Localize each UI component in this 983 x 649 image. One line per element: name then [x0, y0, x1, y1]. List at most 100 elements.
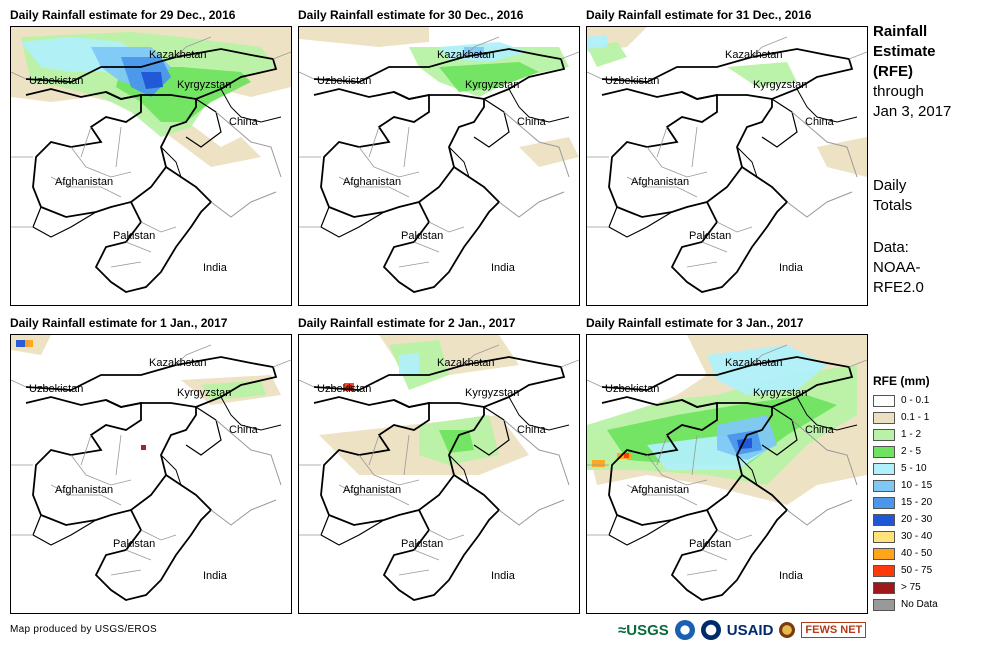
legend-label: 0 - 0.1 [901, 395, 930, 406]
panel-title: Daily Rainfall estimate for 29 Dec., 201… [10, 8, 236, 22]
legend-item: 15 - 20 [873, 494, 979, 511]
label-kyrgyzstan: Kyrgyzstan [465, 387, 519, 399]
label-india: India [203, 570, 228, 582]
label-afghanistan: Afghanistan [631, 484, 689, 496]
legend-item: 5 - 10 [873, 460, 979, 477]
rainfall-area [727, 62, 797, 87]
rainfall-area [624, 453, 629, 458]
legend-swatch [873, 564, 895, 577]
panel-title: Daily Rainfall estimate for 1 Jan., 2017 [10, 316, 228, 330]
label-india: India [779, 570, 804, 582]
label-kyrgyzstan: Kyrgyzstan [753, 387, 807, 399]
label-china: China [805, 424, 835, 436]
label-china: China [517, 424, 547, 436]
label-china: China [805, 116, 835, 128]
label-india: India [203, 262, 228, 274]
legend-item: 40 - 50 [873, 545, 979, 562]
rainfall-map: Kazakhstan Uzbekistan Kyrgyzstan China Afgha… [298, 26, 580, 306]
panel-title: Daily Rainfall estimate for 3 Jan., 2017 [586, 316, 804, 330]
map-panel-dec31: Daily Rainfall estimate for 31 Dec., 201… [586, 8, 868, 308]
legend-item: No Data [873, 596, 979, 613]
legend-label: 2 - 5 [901, 446, 922, 457]
label-china: China [517, 116, 547, 128]
legend-label: 5 - 10 [901, 463, 927, 474]
label-afghanistan: Afghanistan [343, 176, 401, 188]
label-pakistan: Pakistan [689, 538, 731, 550]
side-data: Data: [873, 239, 909, 256]
label-pakistan: Pakistan [401, 538, 443, 550]
side-title-line1: Rainfall [873, 23, 928, 40]
legend-item: > 75 [873, 579, 979, 596]
rainfall-map-svg: Kazakhstan Uzbekistan Kyrgyzstan China Afgha… [587, 335, 867, 601]
panel-title: Daily Rainfall estimate for 30 Dec., 201… [298, 8, 524, 22]
legend-item: 1 - 2 [873, 426, 979, 443]
map-panel-dec29: Daily Rainfall estimate for 29 Dec., 201… [10, 8, 292, 308]
legend-item: 0 - 0.1 [873, 392, 979, 409]
legend-label: 40 - 50 [901, 548, 933, 559]
legend-swatch [873, 513, 895, 526]
label-kyrgyzstan: Kyrgyzstan [177, 387, 231, 399]
legend-item: 2 - 5 [873, 443, 979, 460]
usaid-seal-icon [700, 620, 721, 640]
rainfall-area [592, 460, 605, 467]
label-india: India [491, 570, 516, 582]
map-panel-jan2: Daily Rainfall estimate for 2 Jan., 2017… [298, 316, 580, 616]
label-kazakhstan: Kazakhstan [149, 357, 206, 369]
label-india: India [779, 262, 804, 274]
legend-swatch [873, 496, 895, 509]
label-kazakhstan: Kazakhstan [149, 49, 206, 61]
label-kazakhstan: Kazakhstan [725, 49, 782, 61]
legend-item: 10 - 15 [873, 477, 979, 494]
label-uzbekistan: Uzbekistan [605, 383, 659, 395]
legend-label: > 75 [901, 582, 921, 593]
label-uzbekistan: Uzbekistan [29, 75, 83, 87]
rainfall-map-svg: Kazakhstan Uzbekistan Kyrgyzstan China Afgha… [299, 335, 579, 601]
legend-item: 30 - 40 [873, 528, 979, 545]
panel-title: Daily Rainfall estimate for 31 Dec., 201… [586, 8, 812, 22]
legend-label: 50 - 75 [901, 565, 933, 576]
legend-label: 30 - 40 [901, 531, 933, 542]
label-pakistan: Pakistan [113, 538, 155, 550]
legend-label: 1 - 2 [901, 429, 922, 440]
fews-globe-icon [779, 622, 796, 638]
label-afghanistan: Afghanistan [55, 484, 113, 496]
rainfall-area [141, 445, 146, 450]
legend-swatch [873, 581, 895, 594]
rainfall-map-svg: Kazakhstan Uzbekistan Kyrgyzstan China Afgha… [299, 27, 579, 293]
legend-label: 0.1 - 1 [901, 412, 930, 423]
legend-label: 10 - 15 [901, 480, 933, 491]
usaid-logo: USAID [726, 621, 774, 639]
legend-swatch [873, 411, 895, 424]
rainfall-area [439, 62, 539, 92]
map-panel-jan3: Daily Rainfall estimate for 3 Jan., 2017… [586, 316, 868, 616]
map-credit: Map produced by USGS/EROS [10, 624, 158, 635]
rainfall-map: Kazakhstan Uzbekistan Kyrgyzstan China Afgha… [586, 334, 868, 614]
side-totals: Totals [873, 197, 913, 214]
rainfall-map: Kazakhstan Uzbekistan Kyrgyzstan China Afgha… [10, 26, 292, 306]
map-panel-dec30: Daily Rainfall estimate for 30 Dec., 201… [298, 8, 580, 308]
label-china: China [229, 116, 259, 128]
legend-title: RFE (mm) [873, 374, 930, 388]
legend-label: 20 - 30 [901, 514, 933, 525]
rainfall-map: Kazakhstan Uzbekistan Kyrgyzstan China Afgha… [586, 26, 868, 306]
rainfall-map: Kazakhstan Uzbekistan Kyrgyzstan China Afgha… [10, 334, 292, 614]
label-uzbekistan: Uzbekistan [29, 383, 83, 395]
legend-label: No Data [901, 599, 938, 610]
rainfall-map-svg: Kazakhstan Uzbekistan Kyrgyzstan China Afgha… [11, 335, 291, 601]
rainfall-map-svg: Kazakhstan Uzbekistan Kyrgyzstan China Afgha… [587, 27, 867, 293]
legend-swatch [873, 462, 895, 475]
rainfall-area [817, 137, 867, 177]
side-title-line2: Estimate [873, 43, 936, 60]
legend-swatch [873, 394, 895, 407]
rainfall-area [25, 340, 33, 347]
label-india: India [491, 262, 516, 274]
label-uzbekistan: Uzbekistan [317, 383, 371, 395]
map-panel-jan1: Daily Rainfall estimate for 1 Jan., 2017… [10, 316, 292, 616]
rainfall-area [519, 137, 579, 167]
legend-swatch [873, 479, 895, 492]
side-data-source2: RFE2.0 [873, 279, 924, 296]
label-kyrgyzstan: Kyrgyzstan [177, 79, 231, 91]
legend-swatch [873, 530, 895, 543]
label-kazakhstan: Kazakhstan [437, 357, 494, 369]
label-kazakhstan: Kazakhstan [437, 49, 494, 61]
